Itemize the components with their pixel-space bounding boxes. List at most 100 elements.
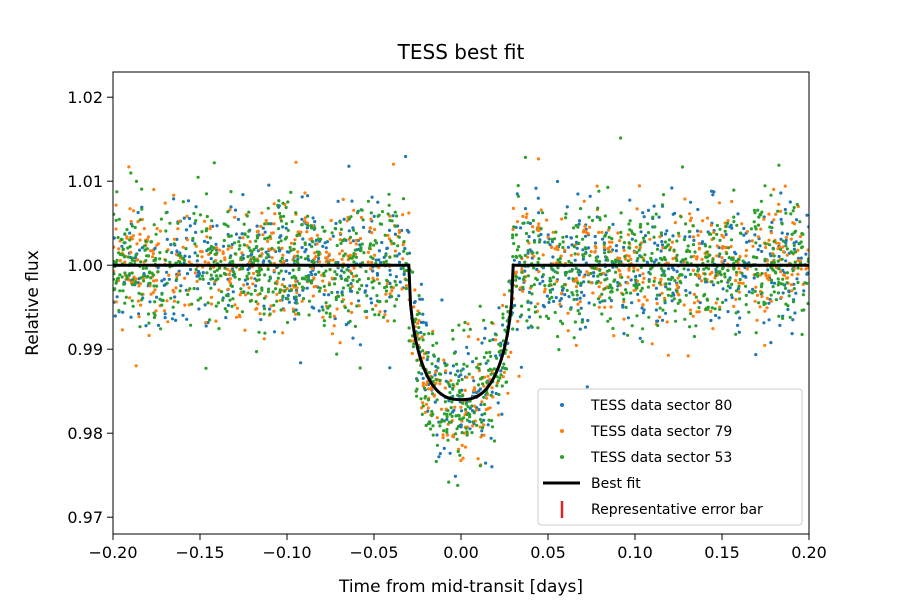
data-point [142,279,146,283]
data-point [155,227,159,231]
data-point [357,304,361,308]
data-point [156,323,161,327]
data-point [312,260,316,264]
data-point [639,222,643,226]
data-point [557,348,561,352]
data-point [794,250,798,254]
data-point [267,183,271,187]
data-point [268,312,272,316]
data-point [511,206,515,210]
data-point [167,277,171,281]
data-point [641,311,646,315]
data-point [756,235,761,239]
data-point [765,306,769,310]
data-point [771,252,775,256]
data-point [286,297,290,301]
data-point [419,320,423,324]
data-point [778,323,782,327]
data-point [228,298,232,302]
data-point [358,366,362,370]
data-point [240,310,244,314]
data-point [772,281,777,285]
data-point [284,205,288,210]
data-point [242,222,246,226]
data-point [266,287,271,291]
data-point [636,256,640,261]
data-point [301,237,305,241]
data-point [279,308,283,312]
data-point [795,202,799,207]
data-point [582,280,586,284]
data-point [565,270,569,275]
data-point [402,240,406,244]
data-point [391,162,396,166]
data-point [153,288,157,292]
data-point [266,236,270,240]
data-point [193,251,197,255]
data-point [228,256,232,260]
data-point [567,295,571,299]
data-point [712,230,716,235]
data-point [227,279,231,283]
data-point [397,260,402,264]
data-point [522,275,526,279]
data-point [165,299,169,303]
data-point [426,355,430,359]
data-point [140,187,144,191]
data-point [268,307,272,311]
data-point [671,257,675,261]
data-point [670,266,675,270]
data-point [526,255,530,259]
data-point [511,255,515,259]
data-point [531,230,535,234]
data-point [676,301,680,305]
data-point [343,305,347,310]
data-point [333,270,337,274]
data-point [385,285,389,289]
data-point [228,269,232,273]
data-point [139,260,143,264]
data-point [625,291,629,295]
data-point [369,217,373,221]
data-point [646,208,651,212]
data-point [607,240,612,244]
data-point [247,210,251,214]
data-point [526,326,531,330]
data-point [349,282,353,286]
data-point [480,429,484,433]
data-point [198,277,202,281]
data-point [349,301,353,306]
data-point [599,272,603,276]
data-point [433,400,437,404]
data-point [678,298,682,302]
data-point [737,290,741,294]
data-point [773,270,777,274]
data-point [359,215,363,220]
data-point [638,273,642,278]
data-point [421,401,425,405]
data-point [327,293,331,297]
data-point [307,299,312,303]
data-point [713,307,717,311]
data-point [650,251,654,255]
data-point [532,283,536,287]
data-point [628,198,632,202]
data-point [489,393,493,397]
data-point [263,273,267,277]
data-point [204,321,208,325]
data-point [545,294,550,298]
data-point [780,257,784,261]
data-point [260,211,264,215]
data-point [688,291,692,295]
data-point [499,373,503,377]
data-point [390,289,394,293]
data-point [116,235,120,240]
data-point [724,224,728,228]
data-point [123,301,127,305]
data-point [558,242,562,246]
data-point [529,284,534,288]
data-point [182,216,186,220]
data-point [375,273,380,277]
data-point [445,427,449,432]
data-point [682,238,687,242]
